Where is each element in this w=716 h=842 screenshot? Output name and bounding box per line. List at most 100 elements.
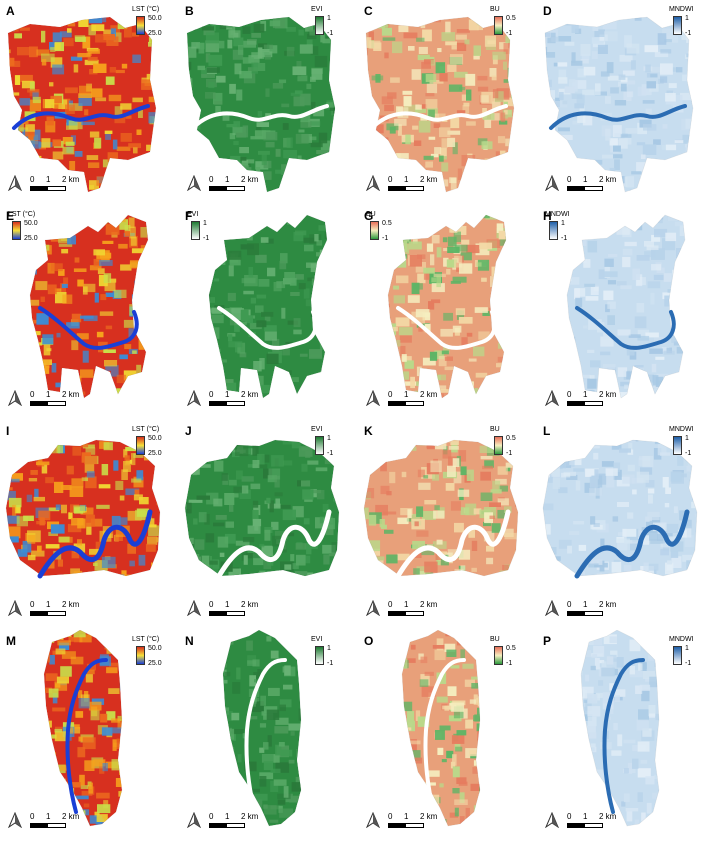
panel-label: K bbox=[364, 424, 373, 438]
scale-label: 2 km bbox=[241, 390, 259, 399]
legend-title: BU bbox=[490, 426, 500, 433]
scale-label: 0 bbox=[209, 812, 214, 821]
scale-label: 1 bbox=[225, 600, 230, 609]
color-ramp bbox=[136, 646, 145, 665]
scale-label: 2 km bbox=[599, 600, 617, 609]
scale-label: 1 bbox=[46, 175, 51, 184]
scale-label: 0 bbox=[30, 600, 35, 609]
map-raster-e bbox=[29, 214, 149, 399]
legend: MNDWI 1 -1 bbox=[669, 426, 713, 460]
map-raster-f bbox=[208, 214, 328, 399]
scale-bar: 0 1 2 km bbox=[209, 175, 269, 195]
north-arrow-icon bbox=[366, 812, 380, 828]
scale-label: 1 bbox=[583, 812, 588, 821]
legend-min: -1 bbox=[327, 660, 334, 667]
scale-bar-graphic bbox=[388, 401, 424, 406]
legend: LST (°C) 50.0 25.0 bbox=[132, 426, 176, 460]
north-arrow-icon bbox=[545, 175, 559, 191]
scale-bar: 0 1 2 km bbox=[209, 600, 269, 620]
color-ramp bbox=[494, 436, 503, 455]
scale-label: 1 bbox=[225, 812, 230, 821]
legend: BU 0.5 -1 bbox=[490, 426, 534, 460]
north-arrow-icon bbox=[366, 175, 380, 191]
map-panel-i: I LST (°C) 50.0 25.0 0 1 2 km bbox=[0, 420, 179, 630]
river bbox=[37, 509, 153, 579]
north-arrow-icon bbox=[8, 812, 22, 828]
legend-title: LST (°C) bbox=[132, 636, 160, 643]
map-panel-h: H MNDWI 1 -1 0 1 2 km bbox=[537, 205, 716, 420]
scale-bar-graphic bbox=[30, 823, 66, 828]
scale-bar-graphic bbox=[567, 611, 603, 616]
scale-bar-graphic bbox=[209, 611, 245, 616]
scale-label: 0 bbox=[567, 812, 572, 821]
legend-title: BU bbox=[490, 6, 500, 13]
river bbox=[574, 509, 690, 579]
scale-label: 0 bbox=[567, 390, 572, 399]
legend-max: 1 bbox=[685, 645, 689, 652]
map-panel-o: O BU 0.5 -1 0 1 2 km bbox=[358, 630, 537, 842]
legend-min: 25.0 bbox=[24, 235, 38, 242]
legend-min: -1 bbox=[506, 660, 513, 667]
legend-title: LST (°C) bbox=[132, 6, 160, 13]
legend-max: 50.0 bbox=[148, 645, 162, 652]
legend-max: 0.5 bbox=[506, 435, 516, 442]
color-ramp bbox=[673, 16, 682, 35]
legend-min: -1 bbox=[685, 660, 692, 667]
panel-label: L bbox=[543, 424, 551, 438]
scale-bar: 0 1 2 km bbox=[30, 600, 90, 620]
color-ramp bbox=[191, 221, 200, 240]
scale-bar: 0 1 2 km bbox=[209, 390, 269, 410]
scale-label: 0 bbox=[388, 390, 393, 399]
scale-label: 0 bbox=[209, 600, 214, 609]
scale-label: 1 bbox=[404, 600, 409, 609]
north-arrow-icon bbox=[545, 600, 559, 616]
legend-title: EVI bbox=[187, 211, 199, 218]
map-raster-b bbox=[186, 16, 336, 193]
scale-bar-graphic bbox=[209, 823, 245, 828]
river bbox=[244, 658, 287, 814]
map-raster-k bbox=[363, 439, 519, 579]
scale-bar-graphic bbox=[209, 401, 245, 406]
map-panel-d: D MNDWI 1 -1 0 1 2 km bbox=[537, 0, 716, 205]
map-panel-m: M LST (°C) 50.0 25.0 0 1 2 km bbox=[0, 630, 179, 842]
scale-bar: 0 1 2 km bbox=[388, 812, 448, 832]
map-raster-g bbox=[387, 214, 507, 399]
scale-label: 2 km bbox=[599, 175, 617, 184]
legend-max: 0.5 bbox=[506, 15, 516, 22]
north-arrow-icon bbox=[545, 812, 559, 828]
legend: EVI 1 -1 bbox=[311, 426, 355, 460]
scale-label: 2 km bbox=[62, 812, 80, 821]
panel-label: C bbox=[364, 4, 373, 18]
river bbox=[602, 658, 645, 814]
color-ramp bbox=[549, 221, 558, 240]
legend: LST (°C) 50.0 25.0 bbox=[132, 6, 176, 40]
river bbox=[396, 306, 497, 350]
scale-label: 1 bbox=[225, 390, 230, 399]
color-ramp bbox=[673, 436, 682, 455]
map-panel-j: J EVI 1 -1 0 1 2 km bbox=[179, 420, 358, 630]
legend-max: 1 bbox=[327, 645, 331, 652]
map-panel-l: L MNDWI 1 -1 0 1 2 km bbox=[537, 420, 716, 630]
color-ramp bbox=[315, 16, 324, 35]
scale-bar-graphic bbox=[30, 186, 66, 191]
panel-label: E bbox=[6, 209, 15, 223]
scale-label: 0 bbox=[388, 812, 393, 821]
legend-title: MNDWI bbox=[545, 211, 570, 218]
map-panel-b: B EVI 1 -1 0 1 2 km bbox=[179, 0, 358, 205]
north-arrow-icon bbox=[366, 390, 380, 406]
scale-bar: 0 1 2 km bbox=[567, 600, 627, 620]
river bbox=[217, 306, 318, 350]
legend: EVI 1 -1 bbox=[187, 211, 231, 245]
scale-label: 1 bbox=[404, 812, 409, 821]
legend-title: EVI bbox=[311, 636, 323, 643]
panel-label: G bbox=[364, 209, 374, 223]
north-arrow-icon bbox=[187, 175, 201, 191]
map-raster-c bbox=[365, 16, 515, 193]
scale-bar: 0 1 2 km bbox=[30, 812, 90, 832]
scale-label: 2 km bbox=[62, 390, 80, 399]
legend: MNDWI 1 -1 bbox=[669, 6, 713, 40]
scale-label: 1 bbox=[583, 175, 588, 184]
legend-max: 0.5 bbox=[382, 220, 392, 227]
map-raster-h bbox=[566, 214, 686, 399]
legend-min: -1 bbox=[685, 30, 692, 37]
